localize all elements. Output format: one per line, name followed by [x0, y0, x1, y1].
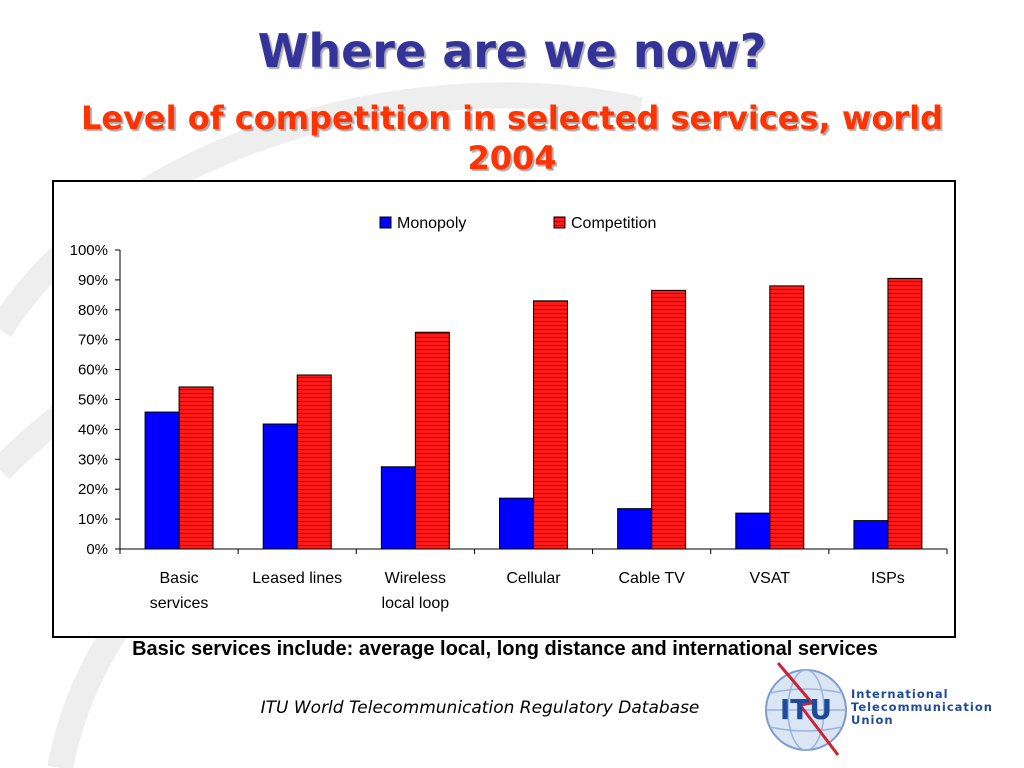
legend-swatch-monopoly [379, 216, 392, 229]
competition-bar [887, 277, 923, 550]
bar-chart: 0% 10% 20% 30% 40% 50% 60% 70% 80% 90% 100% Basic se… [70, 215, 948, 612]
monopoly-bar [499, 497, 534, 550]
legend-swatch-competition [553, 216, 566, 229]
x-category-label: services [150, 595, 209, 612]
y-tick-label: 30% [78, 451, 108, 468]
slide-title: Where are we now? [257, 24, 767, 78]
logo-wordmark: International Telecommunication Union [851, 688, 993, 727]
x-category-label: VSAT [749, 570, 790, 587]
x-category-label: Basic [160, 570, 199, 587]
monopoly-bar [617, 508, 653, 550]
monopoly-bar [380, 466, 416, 550]
competition-bar [414, 331, 450, 550]
competition-bar [533, 300, 568, 550]
legend-label-monopoly: Monopoly [397, 215, 466, 232]
competition-bar [296, 374, 332, 550]
x-category-label: Leased lines [252, 570, 342, 587]
y-tick-label: 10% [78, 511, 108, 528]
chart-frame: 0% 10% 20% 30% 40% 50% 60% 70% 80% 90% 100% Basic se… [52, 180, 956, 638]
globe-icon [765, 662, 847, 756]
slide-subtitle: Level of competition in selected service… [80, 99, 944, 177]
y-tick-label: 70% [78, 332, 108, 349]
y-tick-label: 100% [70, 242, 108, 259]
x-category-label: ISPs [871, 570, 905, 587]
x-category-label: Cellular [506, 570, 561, 587]
legend-label-competition: Competition [571, 215, 656, 232]
competition-bar [178, 386, 214, 550]
x-category-label: Cable TV [618, 570, 685, 587]
monopoly-bar [735, 512, 771, 550]
competition-bar [651, 289, 687, 550]
y-tick-label: 0% [86, 541, 108, 558]
logo-mark: ITU [780, 693, 832, 726]
logo-line-3: Union [851, 713, 894, 727]
monopoly-bar [144, 411, 180, 550]
x-category-label: Wireless [385, 570, 446, 587]
monopoly-bar [853, 520, 889, 550]
monopoly-bar [262, 423, 298, 550]
y-tick-label: 50% [78, 392, 108, 409]
y-tick-label: 60% [78, 362, 108, 379]
source-note: ITU World Telecommunication Regulatory D… [260, 698, 700, 718]
logo-line-1: International [851, 687, 949, 701]
y-tick-label: 80% [78, 302, 108, 319]
itu-logo: ITU [765, 662, 847, 756]
x-category-label: local loop [382, 595, 450, 612]
y-tick-label: 40% [78, 421, 108, 438]
y-tick-label: 90% [78, 272, 108, 289]
y-tick-label: 20% [78, 481, 108, 498]
footnote: Basic services include: average local, l… [132, 638, 878, 660]
competition-bar [769, 285, 805, 550]
logo-line-2: Telecommunication [851, 700, 993, 714]
